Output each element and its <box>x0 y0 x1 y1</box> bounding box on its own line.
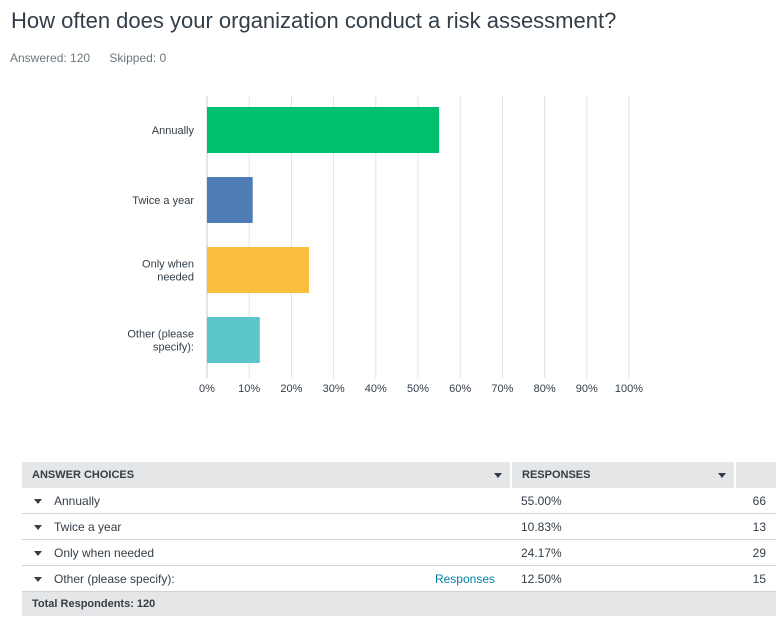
category-label: Twice a year <box>132 195 194 207</box>
bar <box>207 317 260 363</box>
response-count: 66 <box>735 488 776 514</box>
sort-caret-icon[interactable] <box>494 473 502 478</box>
answer-choices-header-label: ANSWER CHOICES <box>32 469 135 481</box>
table-row: Annually 55.00% 66 <box>22 488 776 514</box>
expand-caret-icon[interactable] <box>34 550 42 556</box>
total-row: Total Respondents: 120 <box>22 591 776 616</box>
answered-count: Answered: 120 <box>10 51 91 65</box>
category-label: Other (please <box>127 329 194 341</box>
response-count: 15 <box>735 565 776 592</box>
expand-caret-icon[interactable] <box>34 498 42 504</box>
x-tick-label: 0% <box>199 383 215 395</box>
sort-caret-icon[interactable] <box>718 473 726 478</box>
answer-choice-cell: Only when needed <box>22 539 511 566</box>
expand-caret-icon[interactable] <box>34 524 42 530</box>
x-tick-label: 50% <box>407 383 429 395</box>
answer-choice-label: Only when needed <box>54 545 155 560</box>
total-respondents: Total Respondents: 120 <box>22 591 776 616</box>
response-count: 29 <box>735 539 776 566</box>
bar <box>207 177 253 223</box>
answer-choice-cell: Annually <box>22 488 511 514</box>
x-tick-label: 20% <box>280 383 302 395</box>
x-tick-label: 30% <box>323 383 345 395</box>
answer-choice-label: Other (please specify): <box>54 571 175 586</box>
response-summary: Answered: 120 Skipped: 0 <box>10 51 182 65</box>
category-label: specify): <box>153 342 194 354</box>
category-label: needed <box>157 272 194 284</box>
response-count: 13 <box>735 513 776 540</box>
response-percent: 55.00% <box>511 488 735 514</box>
responses-header[interactable]: RESPONSES <box>511 462 736 488</box>
bar <box>207 247 309 293</box>
x-tick-label: 100% <box>615 383 643 395</box>
x-tick-label: 10% <box>238 383 260 395</box>
x-tick-label: 80% <box>534 383 556 395</box>
bar <box>207 107 440 153</box>
x-tick-label: 60% <box>449 383 471 395</box>
answer-choice-label: Annually <box>54 493 101 508</box>
chart-bars <box>207 107 440 363</box>
skipped-count: Skipped: 0 <box>109 51 167 65</box>
response-percent: 12.50% <box>511 565 735 592</box>
response-percent: 10.83% <box>511 513 735 540</box>
chart-gridlines <box>206 96 630 378</box>
response-percent: 24.17% <box>511 539 735 566</box>
answer-choice-cell: Other (please specify): Responses <box>22 565 511 592</box>
x-tick-label: 90% <box>576 383 598 395</box>
answer-choice-label: Twice a year <box>54 519 122 534</box>
chart-tick-labels: 0% 10% 20% 30% 40% 50% 60% 70% 80% 90% 100% <box>199 383 643 395</box>
x-tick-label: 70% <box>491 383 513 395</box>
category-label: Annually <box>152 125 195 137</box>
expand-caret-icon[interactable] <box>34 576 42 582</box>
table-row: Other (please specify): Responses 12.50% … <box>22 565 776 592</box>
answer-choices-header[interactable]: ANSWER CHOICES <box>22 462 512 488</box>
count-header <box>735 462 776 488</box>
answer-choices-table: ANSWER CHOICES RESPONSES Annually 55.00%… <box>22 462 776 616</box>
question-title: How often does your organization conduct… <box>11 8 617 33</box>
table-row: Only when needed 24.17% 29 <box>22 539 776 566</box>
table-row: Twice a year 10.83% 13 <box>22 513 776 540</box>
answer-choice-cell: Twice a year <box>22 513 511 540</box>
other-responses-link[interactable]: Responses <box>434 571 495 586</box>
category-label: Only when <box>142 259 194 271</box>
x-tick-label: 40% <box>365 383 387 395</box>
responses-header-label: RESPONSES <box>522 469 591 481</box>
